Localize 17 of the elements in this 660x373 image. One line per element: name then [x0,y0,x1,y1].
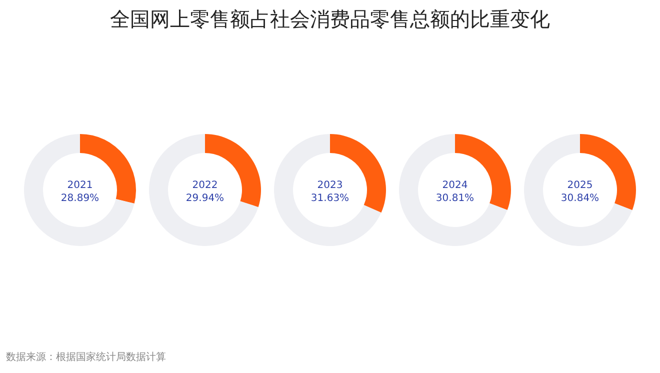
text: 29.94% [186,193,224,204]
text: 30.81% [436,193,474,204]
donut-slice [399,134,508,246]
source-note: 数据来源：根据国家统计局数据计算 [6,351,166,363]
text: 2022 [192,180,218,191]
text: 2021 [67,180,93,191]
donut-slice [149,134,258,246]
text: 2025 [567,180,593,191]
donut-slice [274,134,382,246]
text: 30.84% [560,193,600,204]
donut-slice [524,134,632,246]
text: 2023 [317,180,343,191]
text: 2024 [442,180,468,191]
text: 31.63% [310,193,350,204]
text: 全国网上零售额占社会消费品零售总额的比重变化 [110,7,550,31]
donut-slice [24,134,134,246]
text: 28.89% [60,193,100,204]
